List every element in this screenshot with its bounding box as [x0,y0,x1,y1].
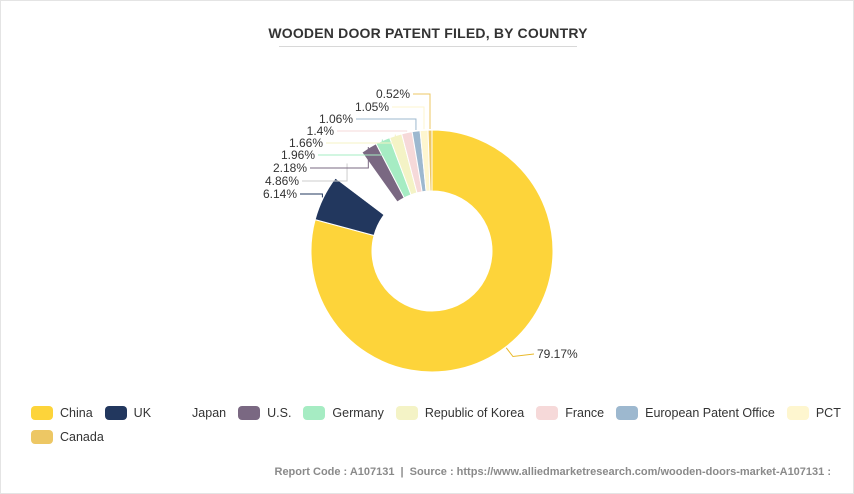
legend-swatch [104,406,127,420]
legend-swatch [395,406,418,420]
data-label-pct: 1.05% [355,100,389,114]
legend-item-uk[interactable]: UK [104,405,152,421]
legend-label: U.S. [267,406,292,420]
legend-label: Germany [332,406,384,420]
data-label-european-patent-office: 1.06% [319,112,353,126]
donut-chart: 79.17% 6.14%4.86%2.18%1.96%1.66%1.4%1.06%… [263,87,578,373]
legend-label: France [565,406,605,420]
data-label-france: 1.4% [307,124,335,138]
legend-item-germany[interactable]: Germany [303,405,384,421]
legend-item-china[interactable]: China [31,405,93,421]
chart-legend: China UK Japan U.S. Germany Republic of Korea… [31,405,841,445]
legend-item-european-patent-office[interactable]: European Patent Office [616,405,775,421]
leader-line-canada [413,93,431,130]
leader-line-germany [318,139,383,156]
leader-line-france [337,130,408,132]
title-divider [279,46,577,47]
data-label-germany: 1.96% [281,148,315,162]
legend-label: China [60,406,93,420]
leader-line-china [505,347,535,358]
leader-line-european-patent-office [356,118,417,131]
data-label-uk: 6.14% [263,187,297,201]
legend-label: Republic of Korea [424,406,525,420]
footer-source: Report Code : A107131 | Source : https://w… [275,466,832,478]
data-label-canada: 0.52% [376,87,410,101]
legend-item-pct[interactable]: PCT [786,405,841,421]
legend-item-republic-of-korea[interactable]: Republic of Korea [395,405,525,421]
legend-swatch [163,406,186,420]
footer-separator: | [400,466,404,478]
leader-line-republic-of-korea [326,134,396,144]
source-url[interactable]: Source : https://www.alliedmarketresearc… [409,466,831,478]
data-label-republic-of-korea: 1.66% [289,136,323,150]
legend-label: UK [133,406,152,420]
legend-label: European Patent Office [645,406,775,420]
leader-line-uk [300,193,323,198]
slice-canada[interactable] [427,129,433,192]
legend-item-u-s[interactable]: U.S. [238,405,291,421]
chart-title: WOODEN DOOR PATENT FILED, BY COUNTRY [268,25,588,41]
data-label-japan: 4.86% [265,174,299,188]
legend-swatch [31,406,53,420]
legend-item-japan[interactable]: Japan [163,405,226,421]
data-label-u-s: 2.18% [273,161,307,175]
legend-swatch [238,406,261,420]
legend-label: Canada [60,430,104,444]
report-code: Report Code : A107131 [274,466,395,478]
legend-label: PCT [815,406,841,420]
legend-swatch [786,406,809,420]
leader-line-u-s [310,146,369,169]
legend-item-canada[interactable]: Canada [31,429,104,445]
data-label-china: 79.17% [537,347,578,361]
legend-swatch [31,430,53,444]
legend-label: Japan [192,406,227,420]
legend-swatch [303,406,326,420]
legend-item-france[interactable]: France [536,405,604,421]
slice-china[interactable] [310,129,554,373]
legend-swatch [616,406,639,420]
leader-line-pct [392,106,425,130]
legend-swatch [536,406,559,420]
leader-line-japan [302,163,348,182]
